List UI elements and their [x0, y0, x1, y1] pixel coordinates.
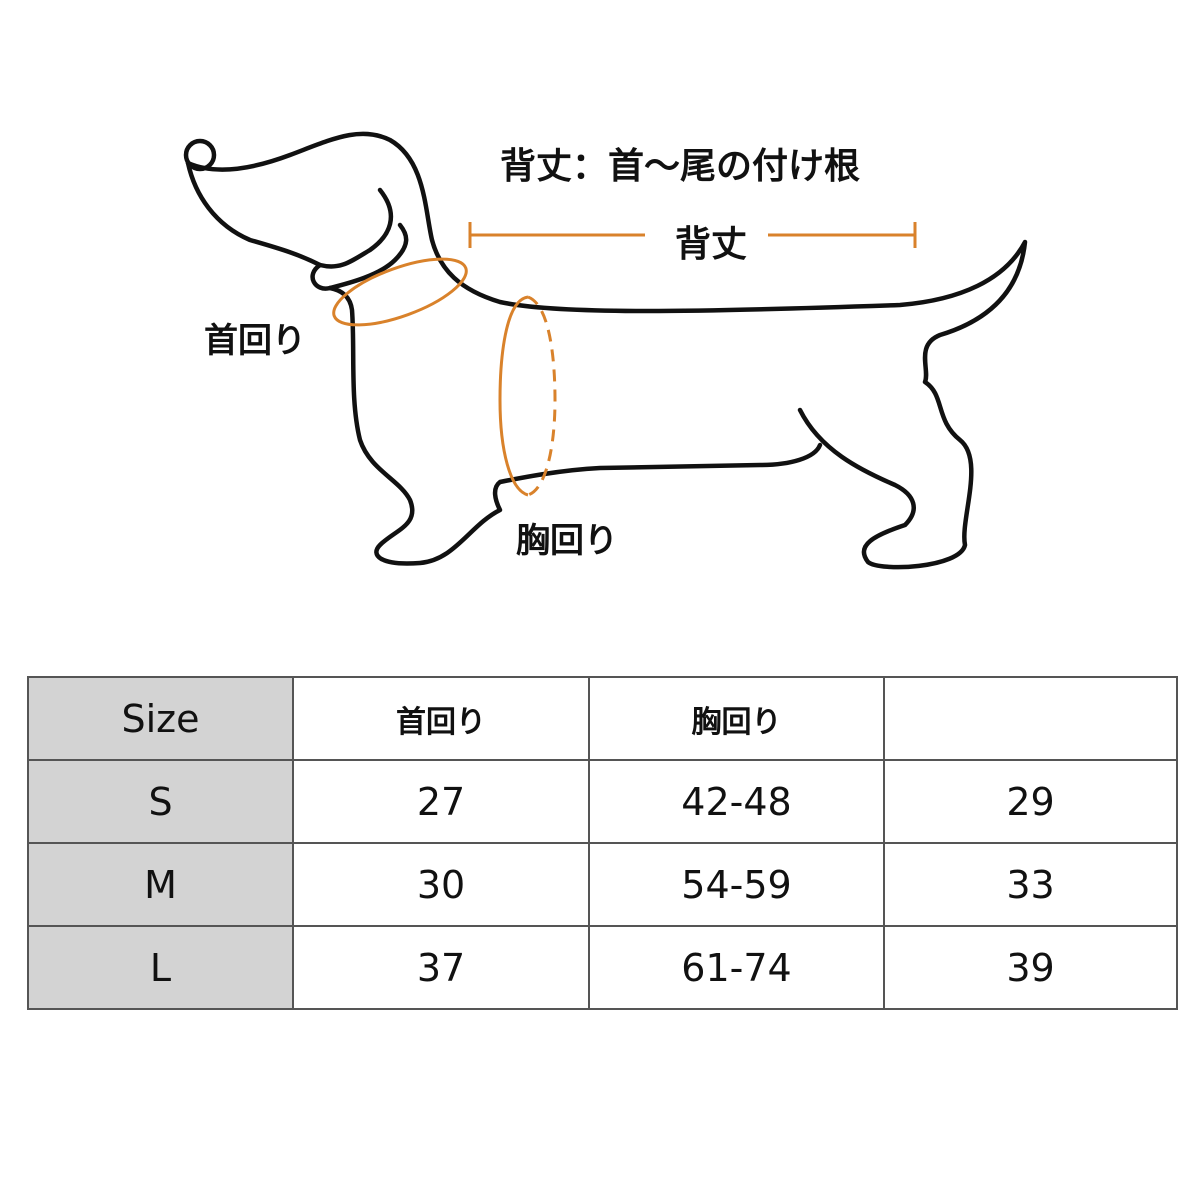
header-chest: 胸回り [588, 676, 885, 761]
header-back [883, 676, 1178, 761]
table-header-row: Size 首回り 胸回り [27, 676, 1178, 761]
header-neck: 首回り [292, 676, 590, 761]
chest-cell: 61-74 [588, 925, 885, 1010]
chest-ellipse-front [498, 295, 529, 497]
neck-label: 首回り [204, 321, 306, 361]
neck-cell: 27 [292, 759, 590, 844]
table-row: L 37 61-74 39 [27, 925, 1178, 1010]
chest-cell: 42-48 [588, 759, 885, 844]
table-row: M 30 54-59 33 [27, 842, 1178, 927]
neck-cell: 37 [292, 925, 590, 1010]
neck-cell: 30 [292, 842, 590, 927]
back-cell: 39 [883, 925, 1178, 1010]
chest-label: 胸回り [516, 521, 618, 561]
neck-ellipse [332, 257, 468, 327]
dog-diagram [183, 131, 1028, 570]
chest-ellipse-back [527, 295, 557, 497]
diagram-title: 背丈：首〜尾の付け根 [500, 145, 861, 187]
size-table: Size 首回り 胸回り S 27 42-48 29 M 30 54-59 33… [27, 676, 1178, 1010]
chest-cell: 54-59 [588, 842, 885, 927]
size-cell: L [27, 925, 294, 1010]
size-cell: S [27, 759, 294, 844]
back-cell: 29 [883, 759, 1178, 844]
dog-outline [183, 131, 1028, 570]
back-length-label: 背丈 [675, 223, 748, 265]
table-row: S 27 42-48 29 [27, 759, 1178, 844]
back-cell: 33 [883, 842, 1178, 927]
measure-marks [332, 222, 917, 497]
header-size: Size [27, 676, 294, 761]
size-cell: M [27, 842, 294, 927]
